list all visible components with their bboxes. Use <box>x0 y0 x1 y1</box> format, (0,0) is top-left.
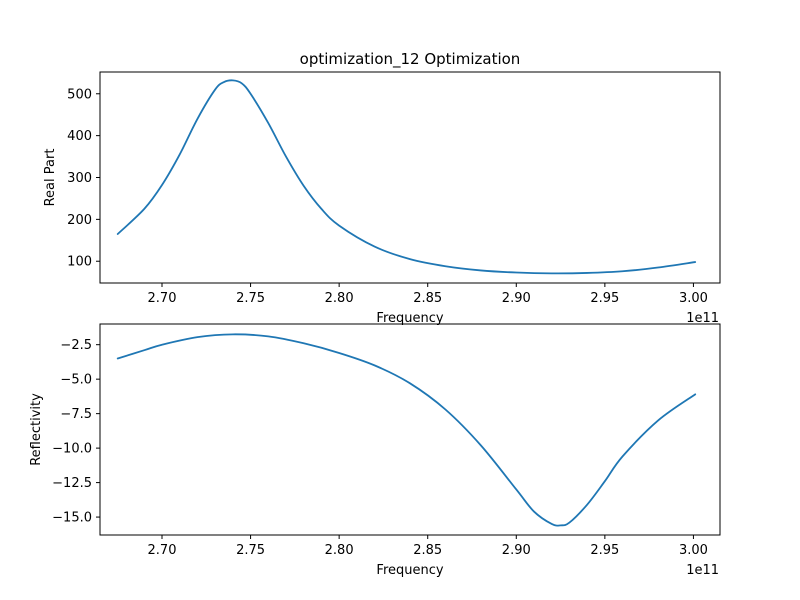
real-part-y-tick-label: 100 <box>67 255 92 270</box>
reflectivity-y-tick-label: −15.0 <box>52 511 92 526</box>
real-part-ticks: 2.70 2.75 2.80 2.85 2.90 2.95 3.00 100 200 300 400… <box>67 87 708 306</box>
real-part-x-tick-label: 3.00 <box>679 291 708 306</box>
real-part-x-tick-label: 2.95 <box>590 291 619 306</box>
reflectivity-y-axis-label: Reflectivity <box>29 393 44 466</box>
reflectivity-x-tick-label: 2.75 <box>236 543 265 558</box>
reflectivity-x-tick-label: 3.00 <box>679 543 708 558</box>
real-part-subplot: optimization_12 Optimization 2.70 2.75 2.8… <box>43 50 721 326</box>
reflectivity-x-offset-label: 1e11 <box>686 563 719 578</box>
real-part-y-tick-label: 400 <box>67 129 92 144</box>
real-part-series-line <box>116 79 697 275</box>
reflectivity-y-tick-label: −5.0 <box>60 373 92 388</box>
reflectivity-x-axis-label: Frequency <box>376 563 443 578</box>
real-part-y-axis-label: Real Part <box>43 149 58 207</box>
real-part-x-tick-label: 2.85 <box>413 291 442 306</box>
reflectivity-x-tick-label: 2.85 <box>413 543 442 558</box>
reflectivity-x-tick-label: 2.90 <box>502 543 531 558</box>
reflectivity-y-tick-label: −2.5 <box>60 338 92 353</box>
real-part-y-tick-label: 500 <box>67 87 92 102</box>
real-part-x-offset-label: 1e11 <box>686 311 719 326</box>
reflectivity-subplot: 2.70 2.75 2.80 2.85 2.90 2.95 3.00 −2.5 −5.0 −7.5… <box>29 323 721 578</box>
real-part-x-axis-label: Frequency <box>376 311 443 326</box>
real-part-x-tick-label: 2.90 <box>502 291 531 306</box>
real-part-y-tick-label: 300 <box>67 171 92 186</box>
real-part-x-tick-label: 2.80 <box>325 291 354 306</box>
reflectivity-y-tick-label: −12.5 <box>52 476 92 491</box>
reflectivity-series-line <box>116 333 697 527</box>
real-part-y-tick-label: 200 <box>67 213 92 228</box>
chart-title: optimization_12 Optimization <box>300 50 521 69</box>
reflectivity-x-tick-label: 2.80 <box>325 543 354 558</box>
real-part-axes-frame <box>99 71 721 284</box>
reflectivity-ticks: 2.70 2.75 2.80 2.85 2.90 2.95 3.00 −2.5 −5.0 −7.5… <box>52 338 708 558</box>
reflectivity-axes-frame <box>99 323 721 536</box>
reflectivity-y-tick-label: −10.0 <box>52 442 92 457</box>
real-part-x-tick-label: 2.75 <box>236 291 265 306</box>
real-part-x-tick-label: 2.70 <box>148 291 177 306</box>
reflectivity-x-tick-label: 2.70 <box>148 543 177 558</box>
reflectivity-y-tick-label: −7.5 <box>60 407 92 422</box>
reflectivity-x-tick-label: 2.95 <box>590 543 619 558</box>
